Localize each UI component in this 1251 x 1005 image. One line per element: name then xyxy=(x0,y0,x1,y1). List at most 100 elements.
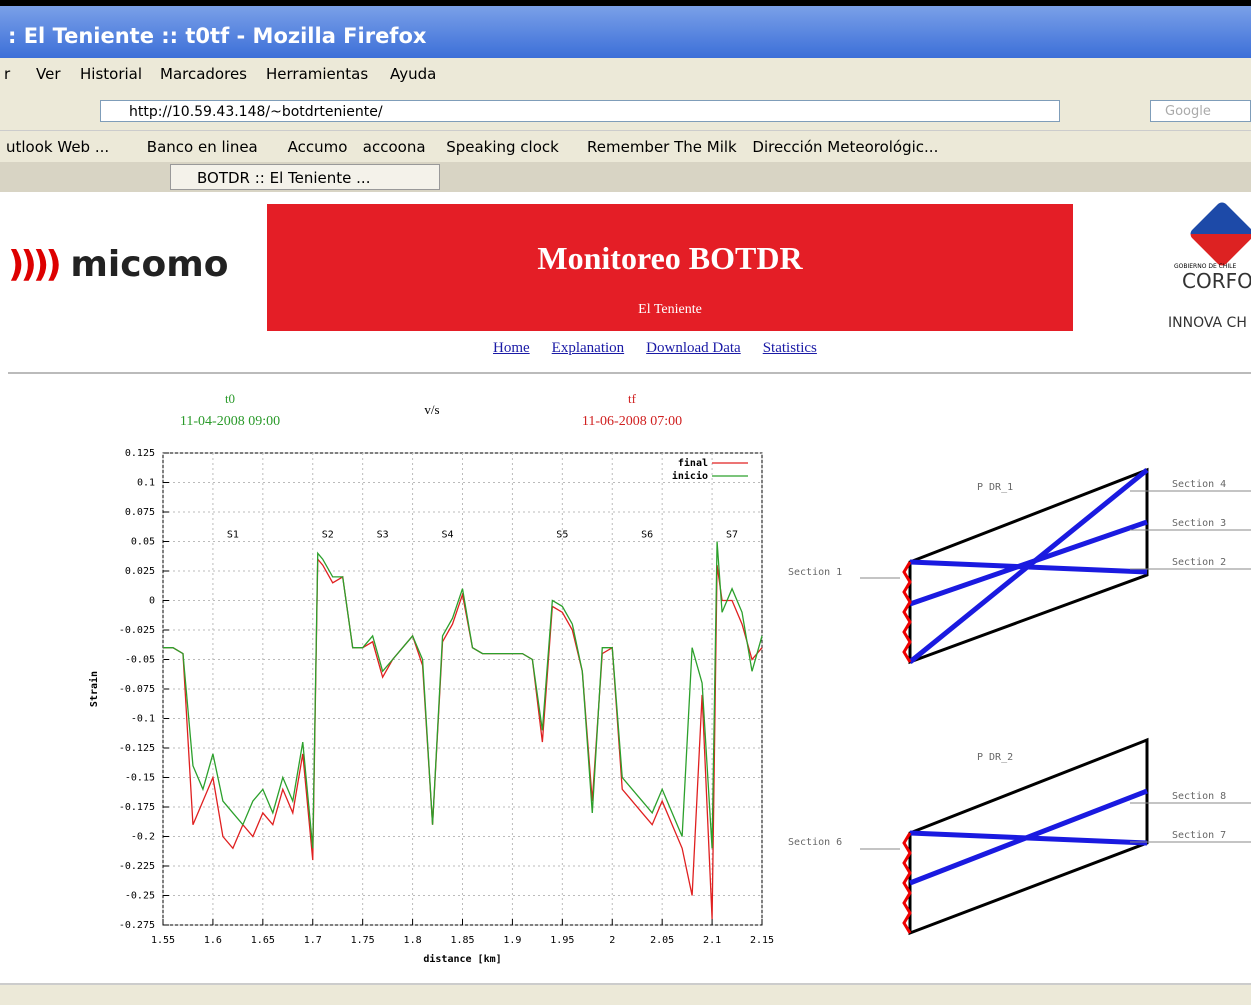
corfo-text: CORFO xyxy=(1182,269,1251,293)
section-label: Section 4 xyxy=(1172,479,1226,490)
separator xyxy=(8,372,1251,374)
logo: )))) micomo xyxy=(8,244,229,285)
menu-bar: r Ver Historial Marcadores Herramientas Ayuda xyxy=(0,58,1251,92)
bookmark[interactable]: Remember The Milk xyxy=(587,138,737,156)
banner: Monitoreo BOTDR El Teniente xyxy=(267,204,1073,331)
series-line xyxy=(163,541,763,849)
content-svg: t0 11-04-2008 09:00 v/s tf 11-06-2008 07… xyxy=(88,391,1251,965)
panel-outline xyxy=(908,467,1149,665)
t0-label: t0 xyxy=(225,391,235,406)
vs-label: v/s xyxy=(424,402,439,417)
menu-item[interactable]: r xyxy=(4,65,11,83)
y-tick-label: 0.075 xyxy=(125,507,155,518)
y-tick-label: 0.125 xyxy=(125,448,155,459)
bookmark[interactable]: Speaking clock xyxy=(446,138,559,156)
chart: -0.275 -0.25 -0.225 -0.2 -0.175 -0.15 -0.125 -0… xyxy=(88,448,774,965)
x-tick-label: 2.15 xyxy=(750,935,774,946)
x-tick-label: 1.65 xyxy=(251,935,275,946)
y-tick-label: -0.2 xyxy=(131,832,155,843)
y-tick-label: 0.05 xyxy=(131,537,155,548)
bookmarks-bar: utlook Web ... Banco en linea Accumo accoon… xyxy=(0,130,1251,163)
section-label: Section 8 xyxy=(1172,791,1226,802)
tf-date: 11-06-2008 07:00 xyxy=(582,414,682,429)
bookmark[interactable]: Accumo xyxy=(287,138,348,156)
anchor-zigzag xyxy=(902,832,912,934)
y-tick-label: -0.175 xyxy=(119,802,155,813)
y-tick-label: 0.025 xyxy=(125,566,155,577)
section-annotation: S5 xyxy=(556,529,568,540)
y-tick-label: -0.275 xyxy=(119,920,155,931)
y-tick-label: -0.1 xyxy=(131,714,155,725)
menu-item[interactable]: Marcadores xyxy=(160,65,247,83)
diagram-title: P DR_2 xyxy=(977,752,1013,763)
y-axis-label: Strain xyxy=(88,671,100,707)
x-axis-label: distance [km] xyxy=(423,953,501,965)
menu-item[interactable]: Ver xyxy=(36,65,61,83)
banner-subtitle: El Teniente xyxy=(638,302,702,317)
tab-strip: BOTDR :: El Teniente ... xyxy=(0,162,1251,192)
section-annotation: S3 xyxy=(377,529,389,540)
y-tick-label: -0.15 xyxy=(125,773,155,784)
anchor-zigzag xyxy=(902,561,912,663)
bookmark[interactable]: Dirección Meteorológic... xyxy=(752,138,939,156)
x-tick-label: 1.55 xyxy=(151,935,175,946)
cable xyxy=(908,468,1149,664)
nav-link[interactable]: Explanation xyxy=(551,340,625,356)
banner-title: Monitoreo BOTDR xyxy=(537,240,803,276)
status-bar xyxy=(0,983,1251,1005)
section-label: Section 2 xyxy=(1172,557,1226,568)
tf-label: tf xyxy=(628,391,637,406)
url-bar[interactable]: http://10.59.43.148/~botdrteniente/ xyxy=(100,100,1060,122)
x-tick-label: 1.8 xyxy=(404,935,422,946)
legend-label: final xyxy=(678,457,708,469)
y-tick-label: -0.05 xyxy=(125,655,155,666)
section-annotation: S2 xyxy=(322,529,334,540)
section-label: Section 6 xyxy=(788,837,842,848)
menu-item[interactable]: Ayuda xyxy=(390,65,437,83)
title-bar: : El Teniente :: t0tf - Mozilla Firefox xyxy=(0,6,1251,58)
y-tick-label: -0.075 xyxy=(119,684,155,695)
section-annotation: S7 xyxy=(726,529,738,540)
y-tick-label: -0.25 xyxy=(125,891,155,902)
x-tick-label: 1.75 xyxy=(351,935,375,946)
menu-item[interactable]: Historial xyxy=(80,65,143,83)
y-tick-label: -0.025 xyxy=(119,625,155,636)
nav-link[interactable]: Download Data xyxy=(646,340,741,356)
y-tick-label: -0.125 xyxy=(119,743,155,754)
logo-text: micomo xyxy=(70,244,229,285)
nav-link[interactable]: Home xyxy=(493,340,530,356)
corfo-logo: GOBIERNO DE CHILE CORFO INNOVA CH xyxy=(1168,200,1251,335)
y-tick-label: -0.225 xyxy=(119,861,155,872)
diagram-title: P DR_1 xyxy=(977,482,1013,493)
bookmark[interactable]: accoona xyxy=(362,138,426,156)
x-tick-label: 1.85 xyxy=(450,935,474,946)
y-tick-label: 0 xyxy=(149,596,155,607)
t0-date: 11-04-2008 09:00 xyxy=(180,414,280,429)
series-line xyxy=(163,557,763,920)
menu-item[interactable]: Herramientas xyxy=(266,65,369,83)
section-label: Section 7 xyxy=(1172,830,1226,841)
nav-toolbar: http://10.59.43.148/~botdrteniente/ Goog… xyxy=(0,92,1251,130)
x-tick-label: 2.05 xyxy=(650,935,674,946)
section-annotation: S4 xyxy=(442,529,454,540)
x-tick-label: 1.7 xyxy=(304,935,322,946)
top-bar xyxy=(0,0,1251,6)
legend-label: inicio xyxy=(672,470,708,482)
section-annotation: S1 xyxy=(227,529,239,540)
tab[interactable]: BOTDR :: El Teniente ... xyxy=(170,164,440,190)
y-tick-label: 0.1 xyxy=(137,478,155,489)
x-tick-label: 1.95 xyxy=(550,935,574,946)
bookmark[interactable]: utlook Web ... xyxy=(6,138,110,156)
x-tick-label: 1.9 xyxy=(503,935,521,946)
x-tick-label: 1.6 xyxy=(204,935,222,946)
search-bar[interactable]: Google xyxy=(1150,100,1251,122)
x-tick-label: 2.1 xyxy=(703,935,721,946)
section-annotation: S6 xyxy=(641,529,653,540)
cable xyxy=(909,788,1148,886)
bookmark[interactable]: Banco en linea xyxy=(146,138,258,156)
logo-icon: )))) xyxy=(8,244,62,285)
nav-link[interactable]: Statistics xyxy=(762,340,817,356)
nav-links: Home Explanation Download Data Statistics xyxy=(493,340,839,357)
section-label: Section 3 xyxy=(1172,518,1226,529)
